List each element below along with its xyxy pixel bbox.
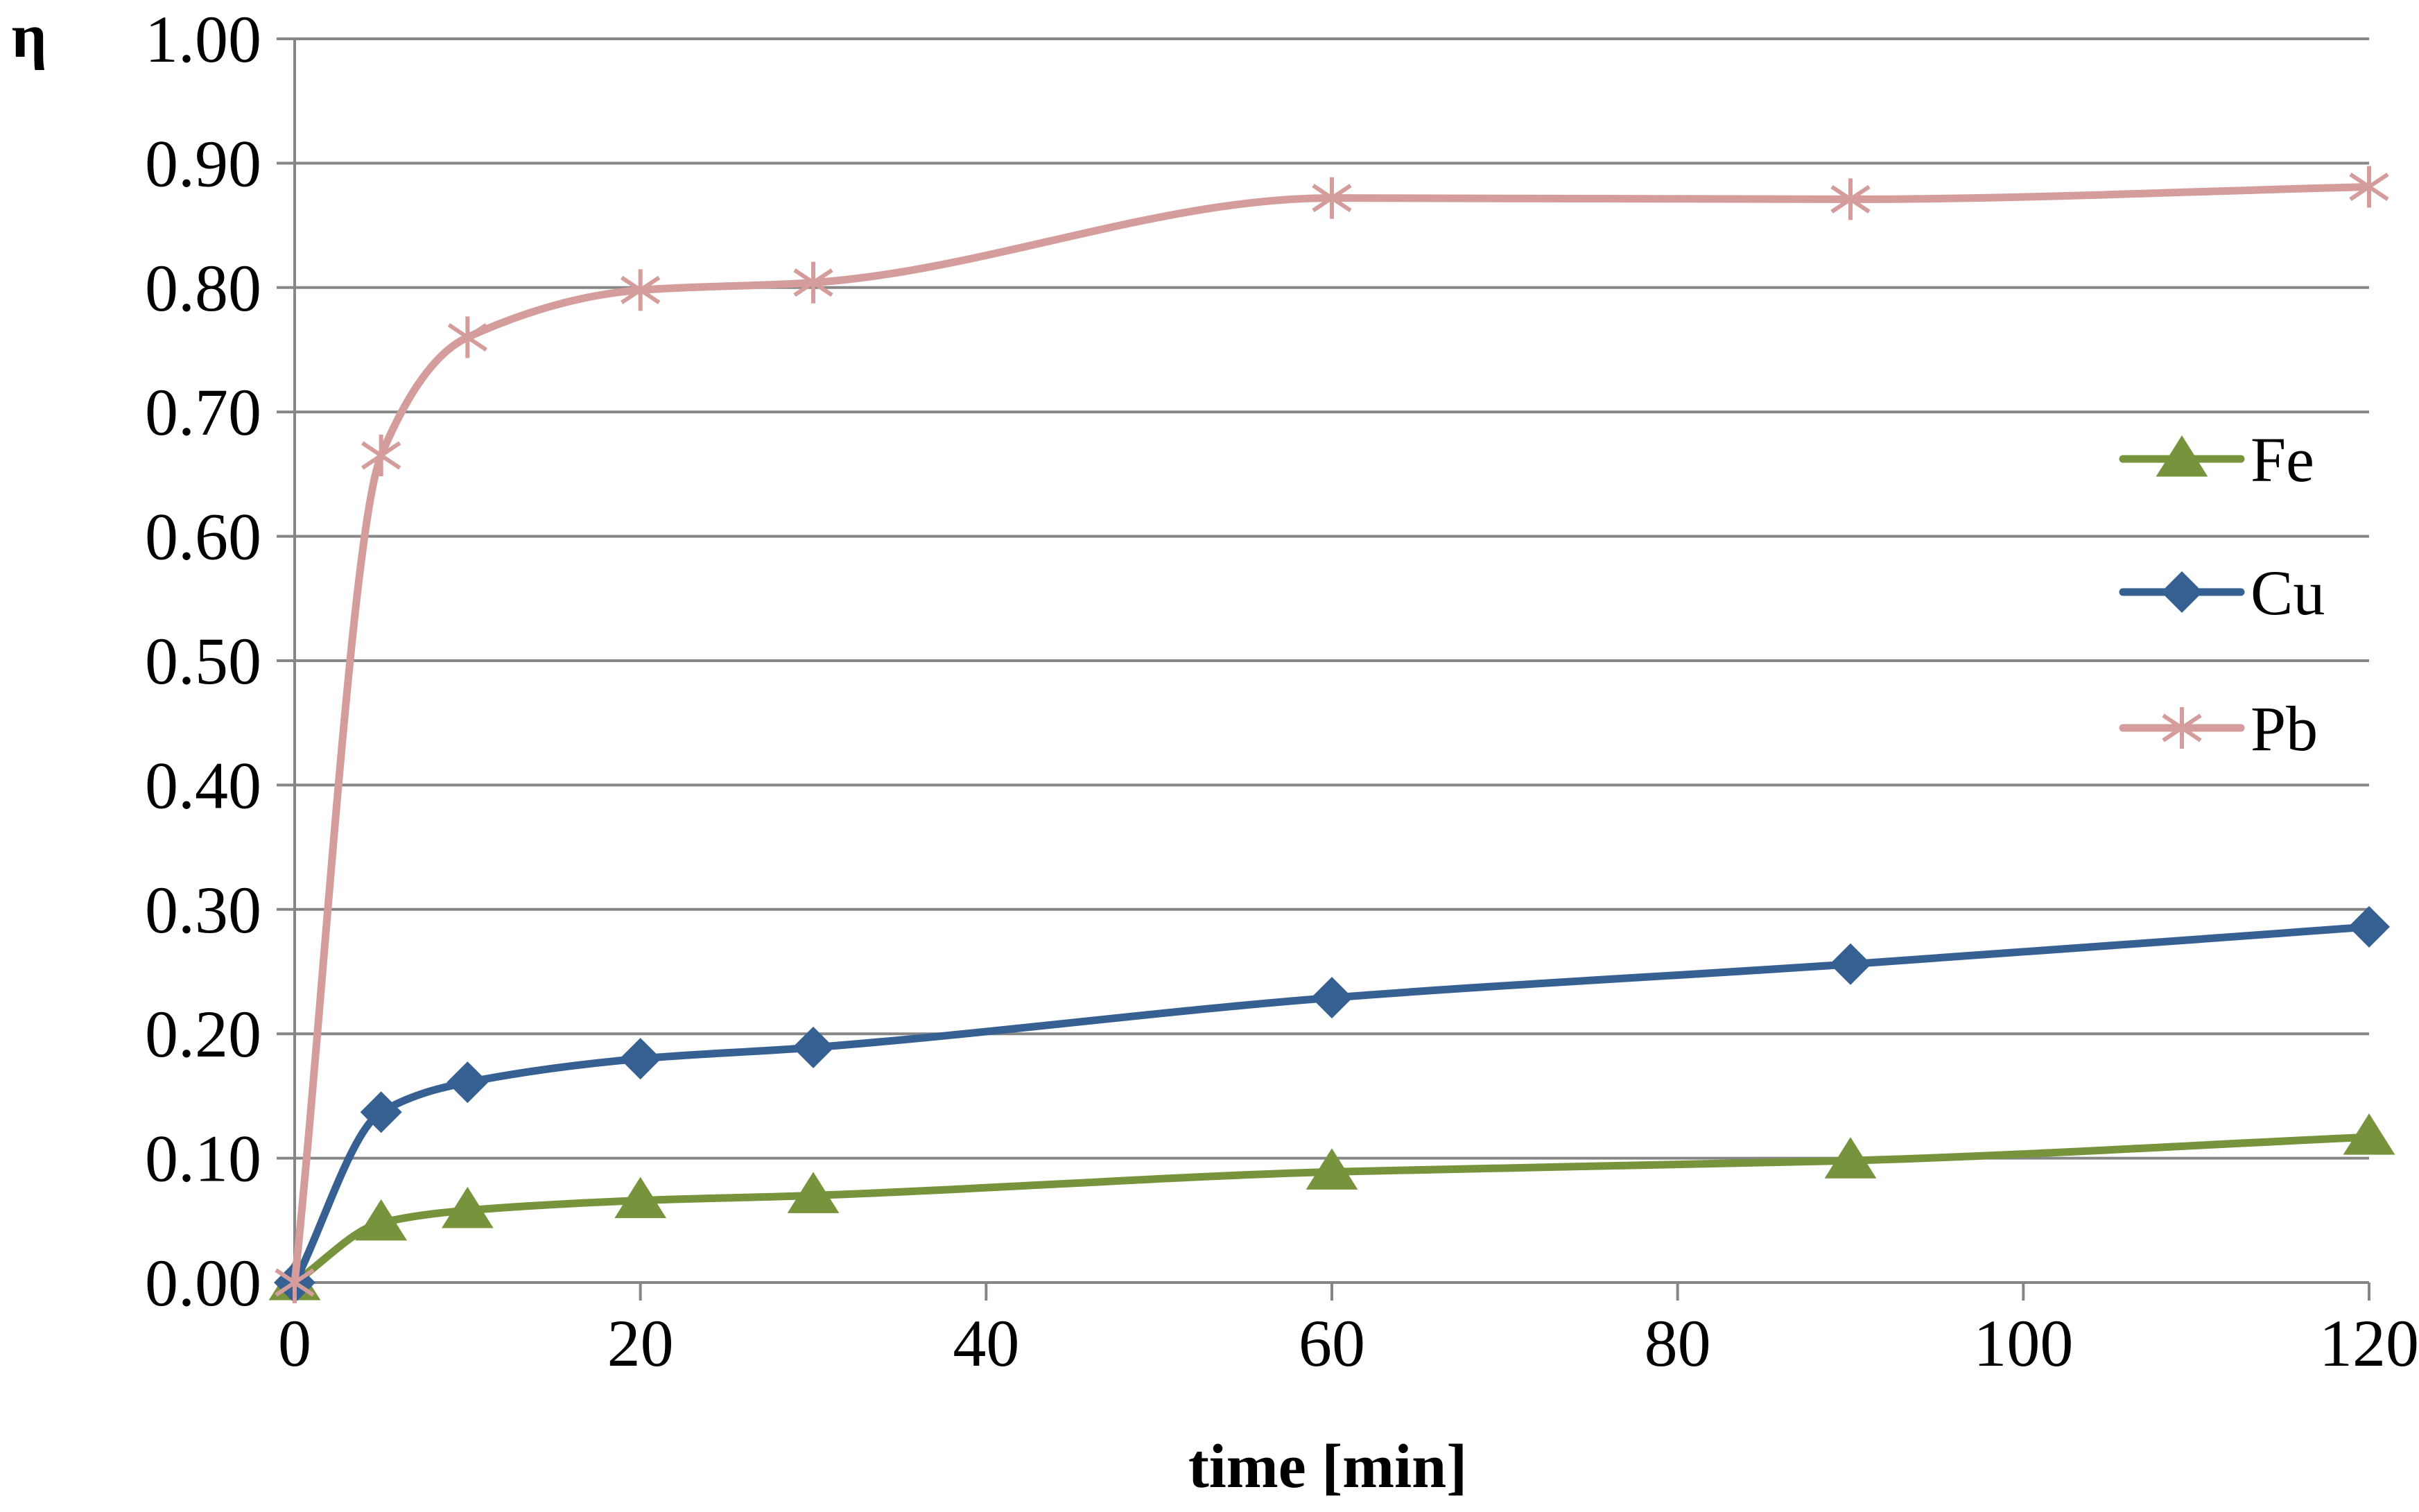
series-line-pb — [291, 182, 2373, 1287]
data-point-fe — [355, 1199, 408, 1241]
legend-label: Pb — [2251, 693, 2318, 764]
y-tick-label: 0.10 — [145, 1122, 261, 1196]
y-tick-label: 0.30 — [145, 873, 261, 947]
data-point-fe — [614, 1176, 667, 1219]
y-tick-label: 0.40 — [145, 748, 261, 822]
legend-label: Cu — [2251, 557, 2325, 628]
legend-item-pb: Pb — [2119, 693, 2318, 764]
legend-item-fe: Fe — [2119, 424, 2314, 495]
data-point-pb — [275, 1262, 315, 1303]
y-tick-label: 1.00 — [145, 2, 261, 76]
axes — [277, 37, 2370, 1301]
x-tick-label: 20 — [607, 1306, 674, 1380]
legend-item-cu: Cu — [2119, 557, 2325, 628]
data-point-pb — [793, 261, 833, 304]
series-line-cu — [291, 923, 2373, 1287]
y-tick-label: 0.80 — [145, 251, 261, 325]
data-point-cu — [619, 1038, 661, 1080]
legend-marker — [2161, 571, 2203, 613]
tick-labels: 0.00 0.10 0.20 0.30 0.40 0.50 0.60 0.70 0.80 0.90… — [145, 2, 2419, 1380]
data-point-cu — [792, 1026, 834, 1068]
data-point-fe — [787, 1172, 840, 1213]
series-group — [268, 166, 2395, 1303]
data-point-cu — [1830, 943, 1871, 985]
data-point-fe — [1306, 1148, 1358, 1190]
grid-lines — [295, 37, 2369, 1160]
y-tick-label: 0.70 — [145, 375, 261, 449]
y-tick-label: 0.90 — [145, 126, 261, 200]
data-point-pb — [621, 269, 661, 311]
data-point-pb — [447, 316, 487, 358]
series-pb — [275, 166, 2389, 1303]
data-point-pb — [1830, 178, 1871, 220]
data-point-fe — [2343, 1113, 2395, 1155]
x-tick-label: 120 — [2319, 1306, 2419, 1380]
x-tick-label: 100 — [1973, 1306, 2073, 1380]
y-tick-label: 0.00 — [145, 1246, 261, 1320]
legend-label: Fe — [2251, 424, 2314, 495]
series-cu — [274, 905, 2390, 1303]
data-point-pb — [1312, 177, 1352, 219]
data-point-cu — [2348, 905, 2390, 948]
y-tick-label: 0.50 — [145, 624, 261, 698]
x-tick-label: 80 — [1645, 1306, 1711, 1380]
data-point-fe — [1824, 1137, 1877, 1179]
x-tick-label: 60 — [1299, 1306, 1365, 1380]
y-tick-label: 0.60 — [145, 500, 261, 574]
y-axis-title: η — [11, 2, 46, 71]
data-point-fe — [441, 1186, 494, 1228]
data-point-cu — [360, 1091, 402, 1133]
x-axis-title: time [min] — [1188, 1432, 1467, 1501]
series-fe — [268, 1113, 2395, 1301]
y-tick-label: 0.20 — [145, 997, 261, 1071]
x-tick-label: 40 — [953, 1306, 1019, 1380]
legend-marker — [2162, 707, 2202, 749]
data-point-cu — [1311, 977, 1353, 1019]
data-point-cu — [446, 1061, 489, 1104]
data-point-pb — [2349, 166, 2389, 208]
x-tick-label: 0 — [278, 1306, 311, 1380]
data-point-pb — [361, 434, 401, 476]
legend-marker — [2156, 435, 2208, 477]
legend: Fe Cu Pb — [2119, 424, 2325, 764]
